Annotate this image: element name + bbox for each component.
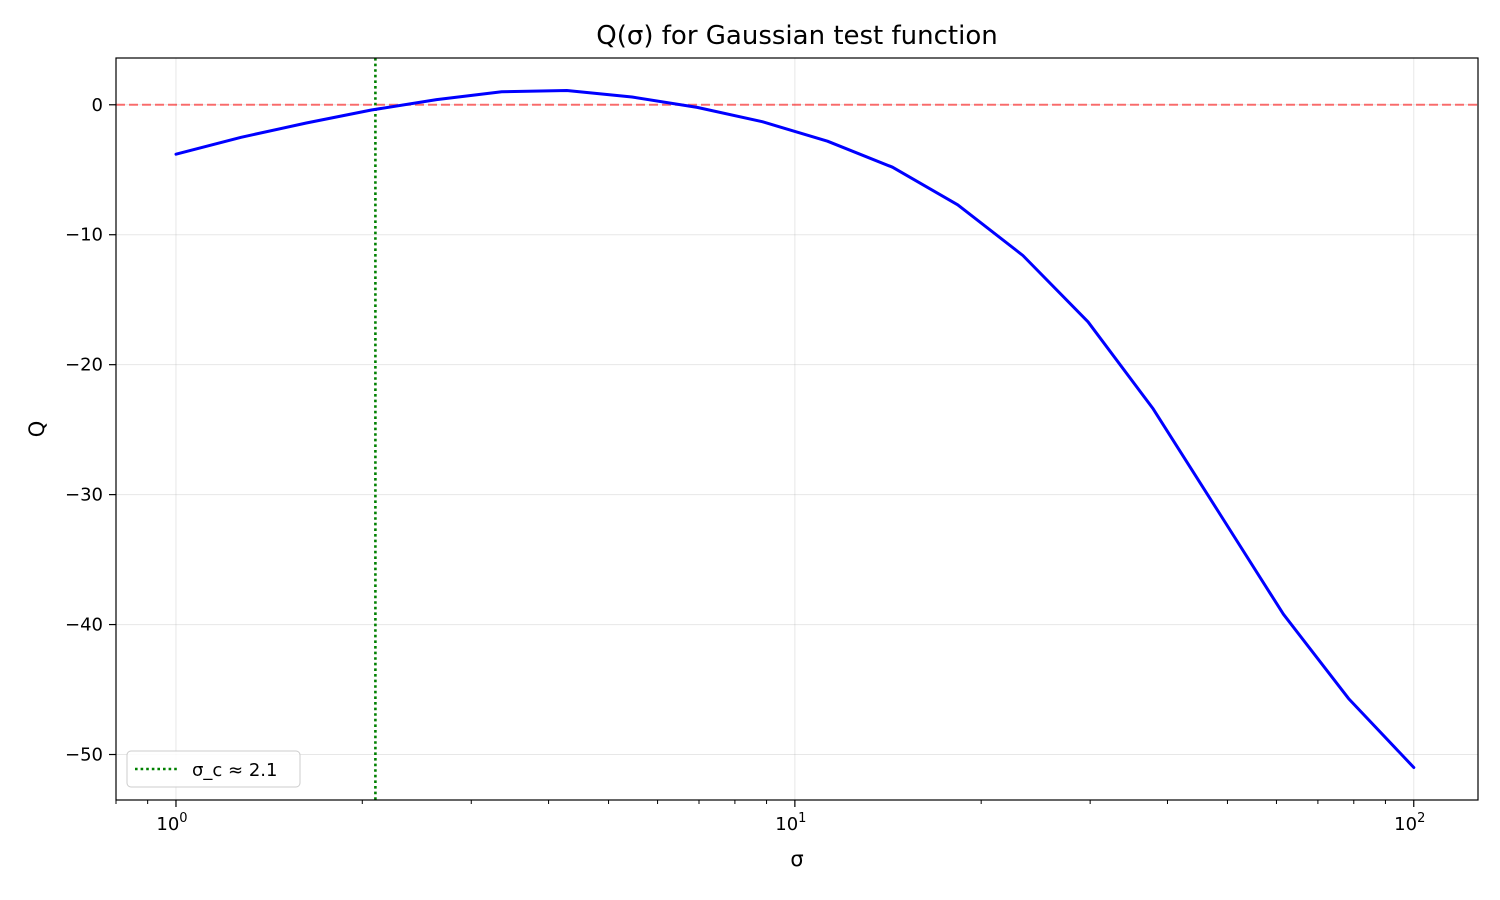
- x-tick-label-exponent: 1: [798, 811, 806, 826]
- series-layer: [174, 89, 1416, 769]
- x-tick-label-base: 10: [775, 814, 798, 835]
- legend-box: [126, 750, 301, 788]
- chart-title: Q(σ) for Gaussian test function: [596, 21, 997, 51]
- y-tick-label: −10: [65, 225, 103, 246]
- y-tick-label: −30: [65, 485, 103, 506]
- reference-lines: [116, 58, 1478, 800]
- y-axis-label: Q: [25, 421, 49, 438]
- x-tick-label-exponent: 0: [179, 811, 187, 826]
- legend-label: σ_c ≈ 2.1: [192, 760, 277, 781]
- x-tick-label: 102: [1394, 811, 1425, 835]
- y-tick-label: −40: [65, 615, 103, 636]
- y-tick-label: 0: [92, 95, 103, 116]
- plot-frame: [115, 57, 1479, 801]
- x-tick-label-exponent: 2: [1417, 811, 1425, 826]
- x-tick-label-base: 10: [156, 814, 179, 835]
- legend: σ_c ≈ 2.1: [126, 750, 301, 788]
- x-tick-label: 100: [156, 811, 187, 835]
- y-tick-label: −20: [65, 355, 103, 376]
- x-axis-label: σ: [790, 847, 803, 871]
- x-tick-label: 101: [775, 811, 806, 835]
- y-tick-label: −50: [65, 745, 103, 766]
- q-sigma-series-line: [174, 89, 1416, 769]
- x-tick-label-base: 10: [1394, 814, 1417, 835]
